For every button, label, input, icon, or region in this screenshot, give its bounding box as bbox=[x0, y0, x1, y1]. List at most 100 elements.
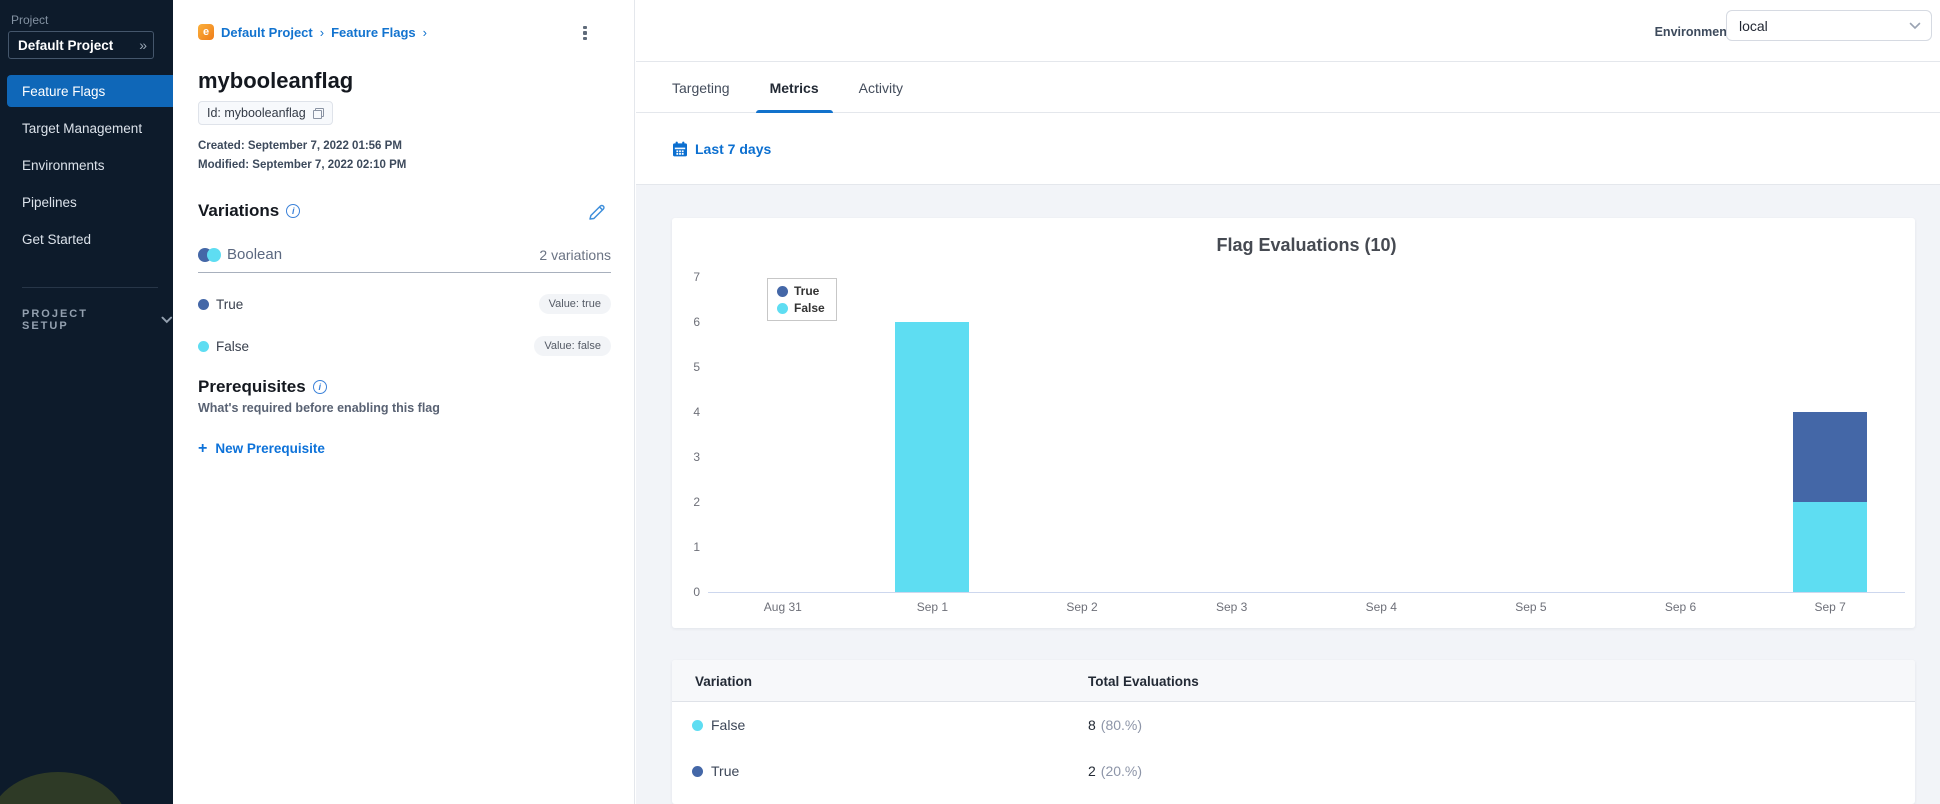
sidebar-item-get-started[interactable]: Get Started bbox=[22, 231, 92, 247]
table-cell-total: 8 (80.%) bbox=[1088, 702, 1142, 748]
total-percent: (80.%) bbox=[1100, 717, 1143, 733]
date-range-button[interactable]: Last 7 days bbox=[672, 113, 771, 185]
boolean-type-icon bbox=[198, 247, 222, 262]
table-cell-variation: False bbox=[692, 702, 745, 748]
y-axis-tick: 1 bbox=[693, 540, 700, 554]
variation-value-chip: Value: false bbox=[534, 336, 611, 356]
y-axis-tick: 0 bbox=[693, 585, 700, 599]
variation-color-dot bbox=[692, 765, 703, 777]
evaluations-table: Variation Total Evaluations False 8 (80.%)… bbox=[672, 660, 1915, 804]
table-row-false: False 8 (80.%) bbox=[672, 702, 1915, 748]
x-axis-label: Sep 5 bbox=[1515, 600, 1547, 614]
tabs-band bbox=[636, 62, 1940, 113]
chevron-down-icon bbox=[1909, 22, 1921, 29]
variation-type-row: Boolean 2 variations bbox=[198, 246, 611, 263]
total-count: 2 bbox=[1088, 763, 1096, 779]
x-axis-label: Sep 6 bbox=[1664, 600, 1697, 614]
bar-sep-7-true bbox=[1793, 412, 1868, 502]
flag-id-value: Id: mybooleanflag bbox=[207, 106, 306, 120]
variations-heading: Variations i bbox=[198, 201, 301, 221]
main-content: Environment local Targeting Metrics Activi… bbox=[636, 0, 1940, 804]
table-cell-total: 2 (20.%) bbox=[1088, 748, 1142, 794]
created-date: Created: September 7, 2022 01:56 PM bbox=[198, 140, 402, 152]
new-prerequisite-button[interactable]: + New Prerequisite bbox=[198, 439, 325, 457]
sidebar-item-environments[interactable]: Environments bbox=[22, 157, 105, 173]
sidebar-item-target-management[interactable]: Target Management bbox=[22, 120, 143, 136]
x-axis-label: Aug 31 bbox=[763, 600, 802, 614]
sidebar: Project Default Project » Feature Flags T… bbox=[0, 0, 173, 804]
calendar-icon bbox=[673, 141, 687, 157]
info-icon[interactable]: i bbox=[286, 204, 301, 218]
legend-item-false[interactable]: False bbox=[777, 301, 825, 315]
prerequisites-description: What's required before enabling this fla… bbox=[198, 401, 440, 415]
date-range-label: Last 7 days bbox=[695, 141, 772, 157]
chart-plot-area bbox=[708, 277, 1905, 592]
table-header-variation: Variation bbox=[695, 673, 753, 689]
y-axis-tick: 7 bbox=[693, 270, 700, 284]
variation-color-dot bbox=[198, 298, 209, 310]
legend-dot bbox=[777, 302, 788, 314]
tab-activity[interactable]: Activity bbox=[858, 79, 903, 96]
breadcrumb: e Default Project › Feature Flags › bbox=[198, 20, 427, 44]
project-setup-label: PROJECT SETUP bbox=[22, 308, 88, 332]
kebab-menu-button[interactable] bbox=[576, 22, 594, 44]
table-row-true: True 2 (20.%) bbox=[672, 748, 1915, 794]
environment-select-value: local bbox=[1739, 17, 1768, 34]
sidebar-divider bbox=[22, 287, 158, 288]
tab-metrics[interactable]: Metrics bbox=[755, 62, 833, 113]
featurehub-logo-icon: e bbox=[198, 24, 214, 40]
filter-band bbox=[636, 113, 1940, 185]
breadcrumb-link[interactable]: Default Project bbox=[221, 24, 313, 40]
variation-value-chip: Value: true bbox=[538, 294, 611, 314]
breadcrumb-separator: › bbox=[422, 24, 427, 40]
sidebar-section-project-setup[interactable]: PROJECT SETUP bbox=[22, 308, 173, 332]
variation-name: True bbox=[216, 296, 244, 312]
chevron-down-icon bbox=[161, 316, 173, 324]
variation-color-dot bbox=[692, 719, 703, 731]
variation-row-false: False Value: false bbox=[198, 336, 611, 356]
help-bubble[interactable] bbox=[0, 772, 128, 804]
flag-evaluations-chart: Flag Evaluations (10) True False 0 1 2 3 4 5 6 7… bbox=[672, 218, 1915, 628]
edit-variations-icon[interactable] bbox=[586, 203, 606, 223]
total-percent: (20.%) bbox=[1100, 763, 1143, 779]
variation-name: False bbox=[216, 338, 250, 354]
y-axis-tick: 5 bbox=[693, 360, 700, 374]
variation-color-dot bbox=[198, 340, 209, 352]
variation-count: 2 variations bbox=[539, 246, 611, 263]
expand-project-icon: » bbox=[139, 37, 147, 53]
bar-sep-1-false bbox=[895, 322, 970, 592]
environment-label: Environment bbox=[1654, 25, 1731, 39]
plus-icon: + bbox=[198, 439, 208, 457]
info-icon[interactable]: i bbox=[312, 380, 327, 394]
tab-bar: Targeting Metrics Activity bbox=[670, 62, 905, 113]
sidebar-nav: Feature Flags Target Management Environmen… bbox=[0, 75, 173, 260]
breadcrumb-separator: › bbox=[319, 24, 325, 40]
table-cell-variation: True bbox=[692, 748, 739, 794]
flag-id-chip[interactable]: Id: mybooleanflag bbox=[198, 101, 333, 125]
environment-select[interactable]: local bbox=[1726, 10, 1932, 41]
divider bbox=[198, 272, 611, 273]
chart-legend: True False bbox=[767, 278, 837, 321]
variation-name: False bbox=[711, 717, 746, 733]
project-selector-value: Default Project bbox=[18, 37, 114, 53]
breadcrumb-link[interactable]: Feature Flags bbox=[331, 24, 416, 40]
x-axis-label: Sep 4 bbox=[1365, 600, 1397, 614]
legend-label: True bbox=[794, 284, 820, 298]
variation-type-label: Boolean bbox=[227, 246, 283, 263]
tab-targeting[interactable]: Targeting bbox=[672, 79, 730, 96]
copy-icon[interactable] bbox=[312, 107, 325, 119]
x-axis-label: Sep 2 bbox=[1066, 600, 1098, 614]
y-axis-tick: 2 bbox=[693, 495, 700, 509]
project-selector[interactable]: Default Project » bbox=[8, 31, 154, 59]
x-axis-label: Sep 7 bbox=[1814, 600, 1846, 614]
x-axis-label: Sep 3 bbox=[1216, 600, 1248, 614]
modified-date: Modified: September 7, 2022 02:10 PM bbox=[198, 159, 407, 171]
table-header-row: Variation Total Evaluations bbox=[672, 660, 1915, 702]
variation-row-true: True Value: true bbox=[198, 294, 611, 314]
flag-detail-panel: e Default Project › Feature Flags › myboole… bbox=[173, 0, 635, 804]
sidebar-item-feature-flags[interactable]: Feature Flags bbox=[7, 75, 173, 107]
legend-label: False bbox=[794, 301, 825, 315]
bar-sep-7-false bbox=[1793, 502, 1868, 592]
sidebar-item-pipelines[interactable]: Pipelines bbox=[22, 194, 77, 210]
legend-item-true[interactable]: True bbox=[777, 284, 825, 298]
